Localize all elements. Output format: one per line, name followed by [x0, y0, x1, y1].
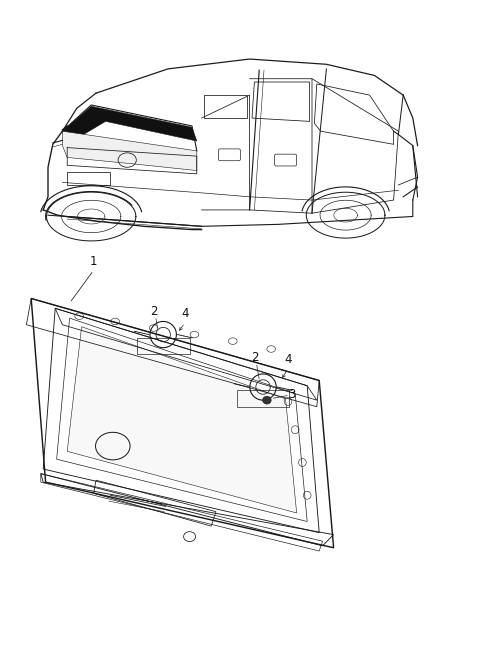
- Text: 1: 1: [90, 255, 97, 268]
- Ellipse shape: [263, 396, 271, 404]
- Polygon shape: [62, 106, 197, 144]
- Polygon shape: [62, 131, 197, 171]
- Text: 2: 2: [251, 351, 258, 364]
- Text: 4: 4: [284, 353, 292, 366]
- Text: 4: 4: [181, 307, 189, 320]
- Text: 2: 2: [150, 305, 157, 318]
- Text: 3: 3: [288, 388, 295, 401]
- Polygon shape: [67, 327, 297, 513]
